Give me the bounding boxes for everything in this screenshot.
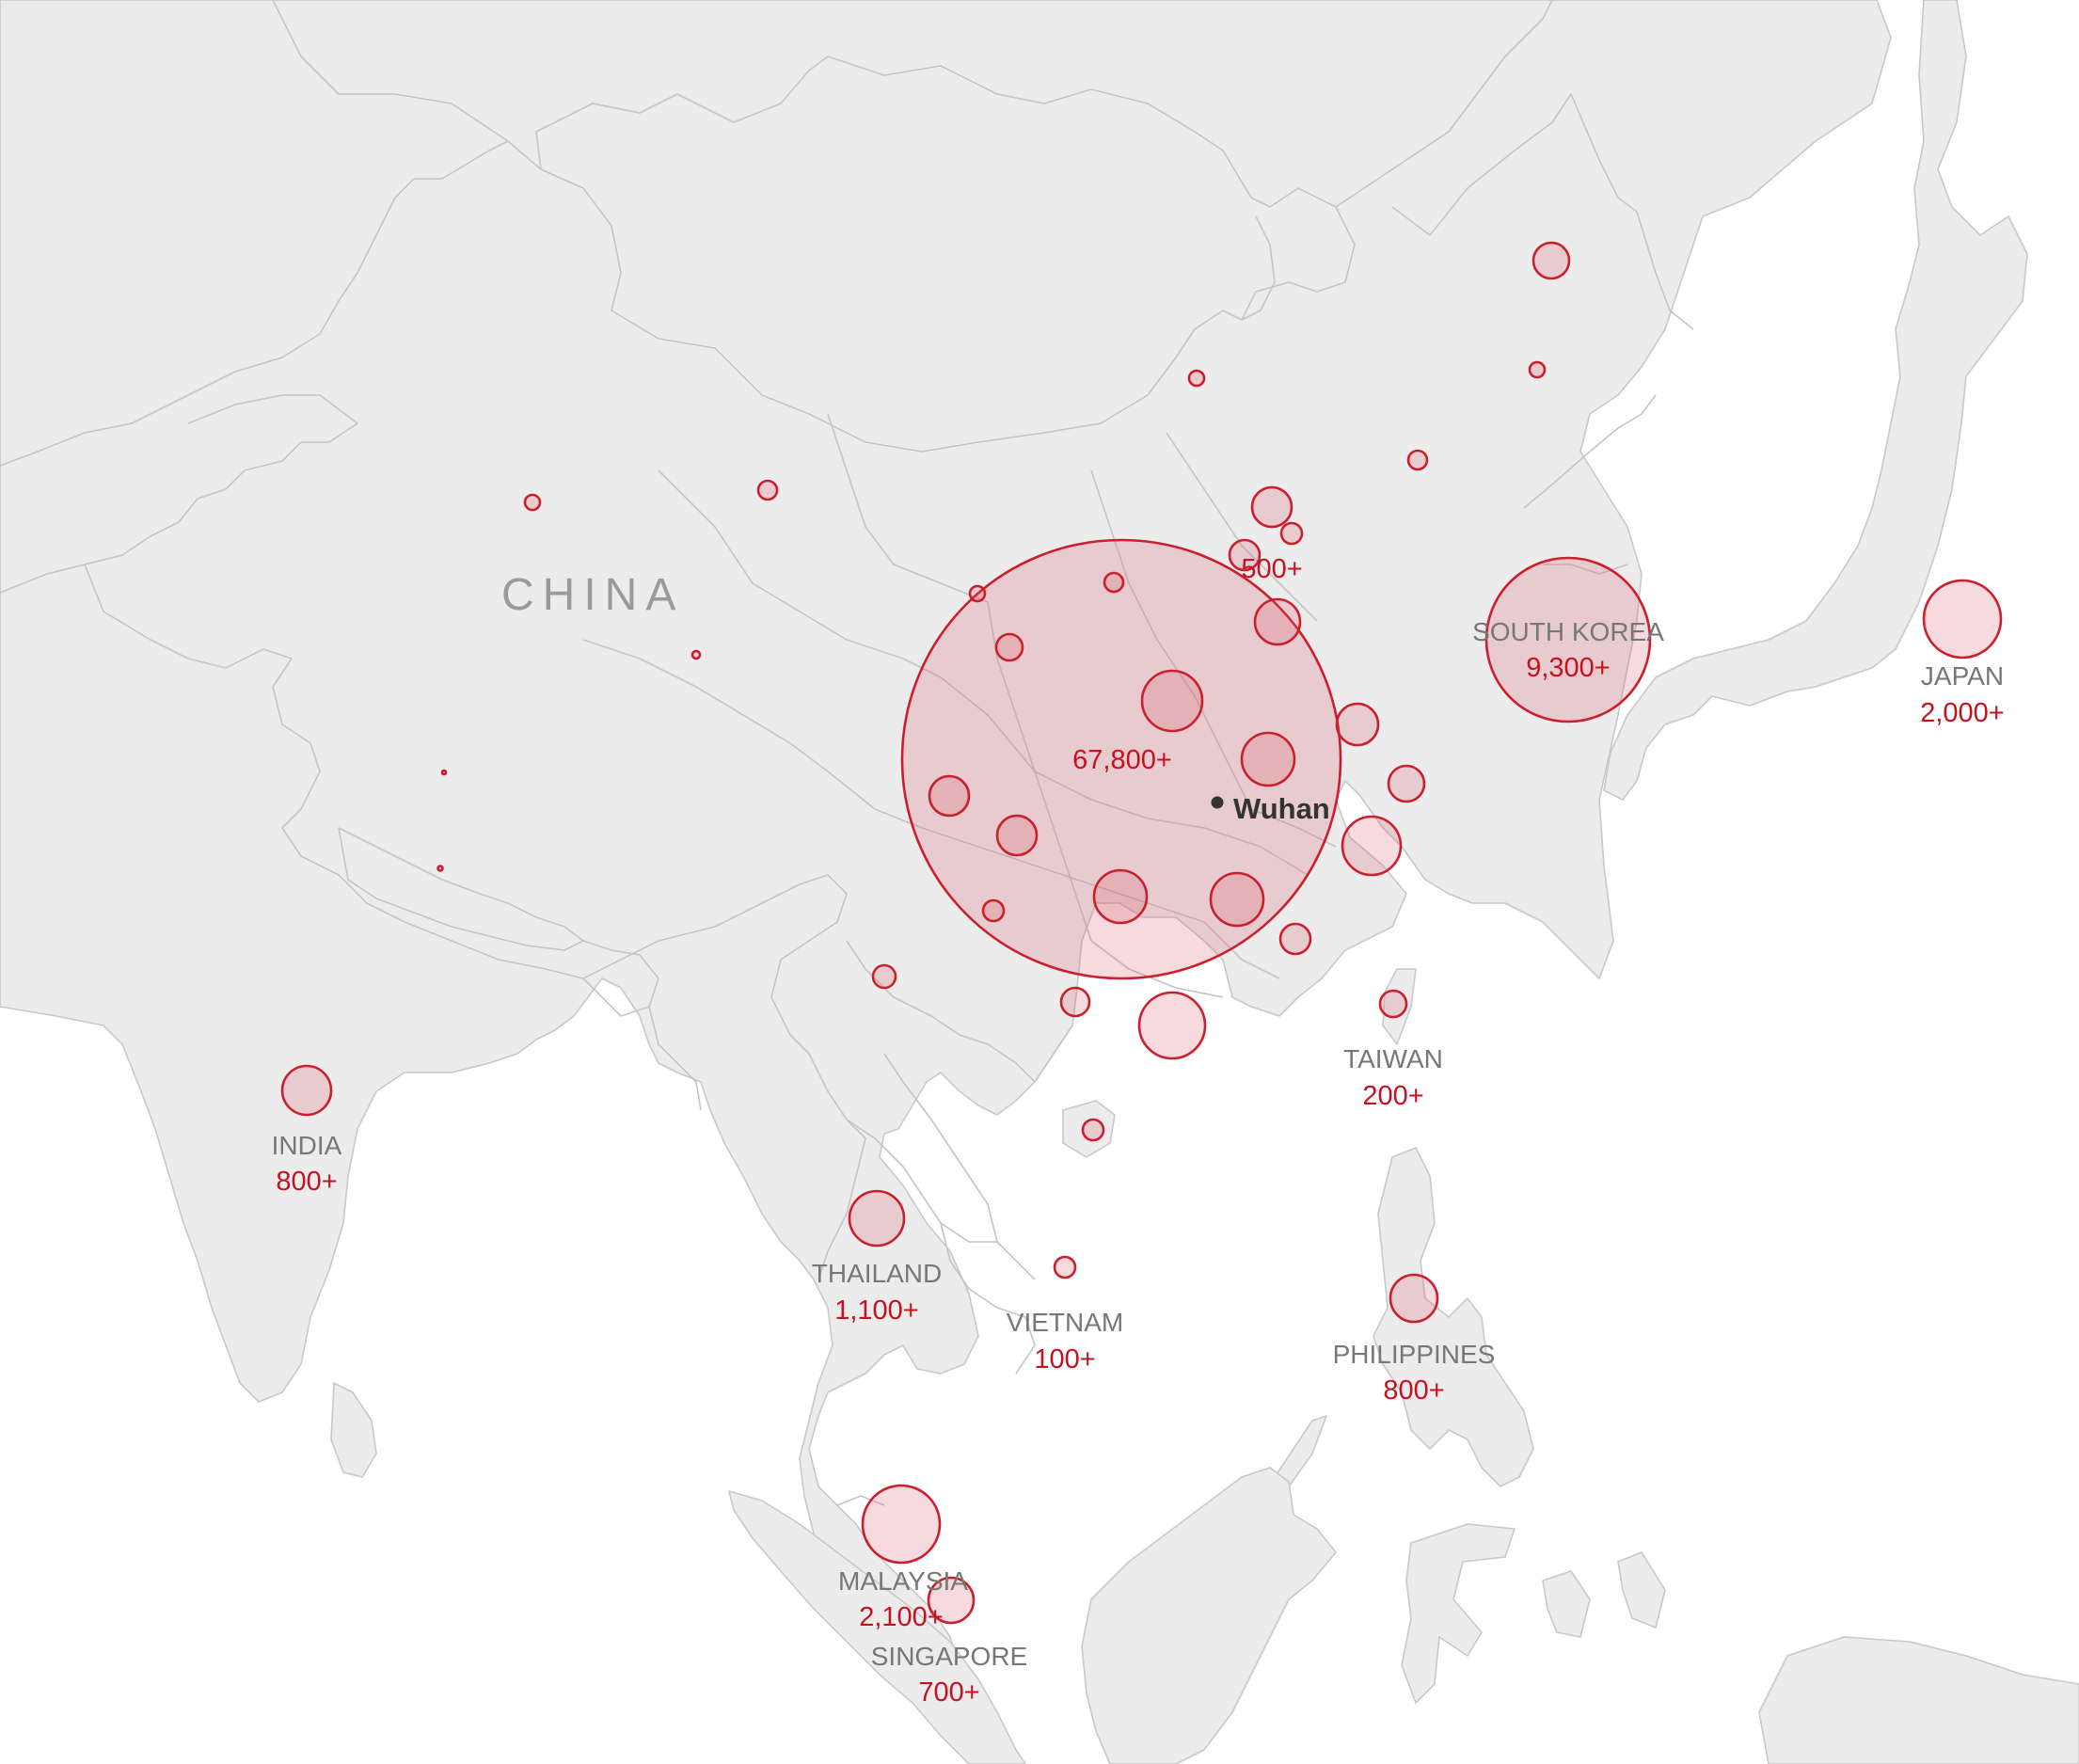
- bubble-province: [995, 814, 1039, 857]
- bubble-province: [1137, 991, 1207, 1060]
- map-labels: CHINA 67,800+ 500+ Wuhan SOUTH KOREA 9,3…: [272, 554, 2005, 1708]
- bubble-singapore: [927, 1576, 976, 1625]
- bubble-thailand: [848, 1189, 906, 1248]
- country-label-japan: JAPAN: [1921, 661, 2004, 691]
- country-count-vietnam: 100+: [1034, 1344, 1095, 1375]
- bubble-province: [1279, 521, 1304, 546]
- bubble-province: [994, 632, 1024, 662]
- bubble-province: [1187, 369, 1206, 388]
- case-bubbles: [280, 241, 2003, 1625]
- borneo: [1081, 1467, 1337, 1764]
- bubble-province: [440, 769, 448, 776]
- country-count-singapore: 700+: [918, 1677, 979, 1708]
- bubble-province: [1253, 597, 1302, 646]
- bubble-vietnam: [1053, 1255, 1077, 1279]
- bubble-province: [871, 963, 897, 990]
- bubble-india: [280, 1064, 333, 1117]
- bubble-province: [1528, 360, 1547, 379]
- region-label-china: CHINA: [501, 570, 684, 620]
- bubble-province: [1228, 538, 1262, 572]
- city-dot-icon: [1211, 796, 1224, 809]
- hainan: [1062, 1100, 1116, 1158]
- country-count-thailand: 1,100+: [834, 1295, 919, 1326]
- province-borders: [582, 413, 1337, 998]
- bubble-province: [1335, 702, 1380, 747]
- bubble-province: [1140, 669, 1204, 733]
- bubble-malaysia: [861, 1484, 942, 1565]
- bubble-province: [981, 898, 1006, 923]
- japan-islands: [1603, 0, 2028, 801]
- bubble-province: [1341, 815, 1403, 877]
- bubble-province: [523, 493, 542, 512]
- bubble-province: [756, 479, 779, 501]
- bubble-philippines: [1389, 1273, 1439, 1324]
- country-label-taiwan: TAIWAN: [1343, 1044, 1443, 1073]
- bubble-province: [1278, 922, 1312, 956]
- bubble-province: [1387, 764, 1426, 803]
- country-count-japan: 2,000+: [1920, 698, 2005, 728]
- bubble-province: [928, 774, 971, 818]
- country-label-india: INDIA: [272, 1131, 342, 1160]
- asia-mainland: [0, 0, 1892, 1685]
- country-count-taiwan: 200+: [1362, 1081, 1423, 1111]
- country-label-malaysia: MALAYSIA: [838, 1566, 968, 1596]
- bubble-province: [1081, 1118, 1105, 1142]
- country-label-south-korea: SOUTH KOREA: [1472, 617, 1664, 646]
- bubble-taiwan: [1378, 989, 1408, 1019]
- sumatra: [728, 1490, 1026, 1764]
- country-count-south-korea: 9,300+: [1526, 653, 1611, 683]
- china-total-count: 67,800+: [1072, 745, 1172, 775]
- bubble-province: [1092, 868, 1149, 925]
- country-label-philippines: PHILIPPINES: [1333, 1340, 1496, 1369]
- bubble-province: [1209, 871, 1265, 928]
- country-label-thailand: THAILAND: [812, 1259, 942, 1288]
- country-count-malaysia: 2,100+: [859, 1602, 944, 1632]
- city-label-wuhan: Wuhan: [1233, 792, 1330, 825]
- country-count-philippines: 800+: [1383, 1375, 1444, 1406]
- bubble-japan: [1922, 579, 2003, 660]
- bubble-province: [1406, 449, 1429, 471]
- country-count-india: 800+: [276, 1167, 337, 1197]
- moluccas: [1542, 1551, 1666, 1638]
- country-label-vietnam: VIETNAM: [1007, 1308, 1123, 1337]
- bubble-province: [690, 649, 702, 660]
- bubble-province: [1250, 485, 1293, 529]
- sulawesi: [1401, 1523, 1516, 1704]
- new-guinea-edge: [1758, 1636, 2079, 1764]
- bubble-province: [1531, 241, 1571, 280]
- beijing-count: 500+: [1241, 554, 1302, 584]
- bubble-province: [436, 865, 444, 872]
- sri-lanka: [330, 1382, 377, 1478]
- bubble-province: [1059, 986, 1091, 1018]
- bubble-province: [968, 584, 987, 603]
- bubble-china: [900, 538, 1342, 980]
- country-borders: [0, 0, 1694, 1506]
- country-label-singapore: SINGAPORE: [871, 1642, 1027, 1671]
- bubble-province: [1103, 571, 1125, 594]
- bubble-province: [1240, 731, 1296, 787]
- bubble-south-korea: [1484, 556, 1652, 723]
- philippines-islands: [1373, 1147, 1534, 1487]
